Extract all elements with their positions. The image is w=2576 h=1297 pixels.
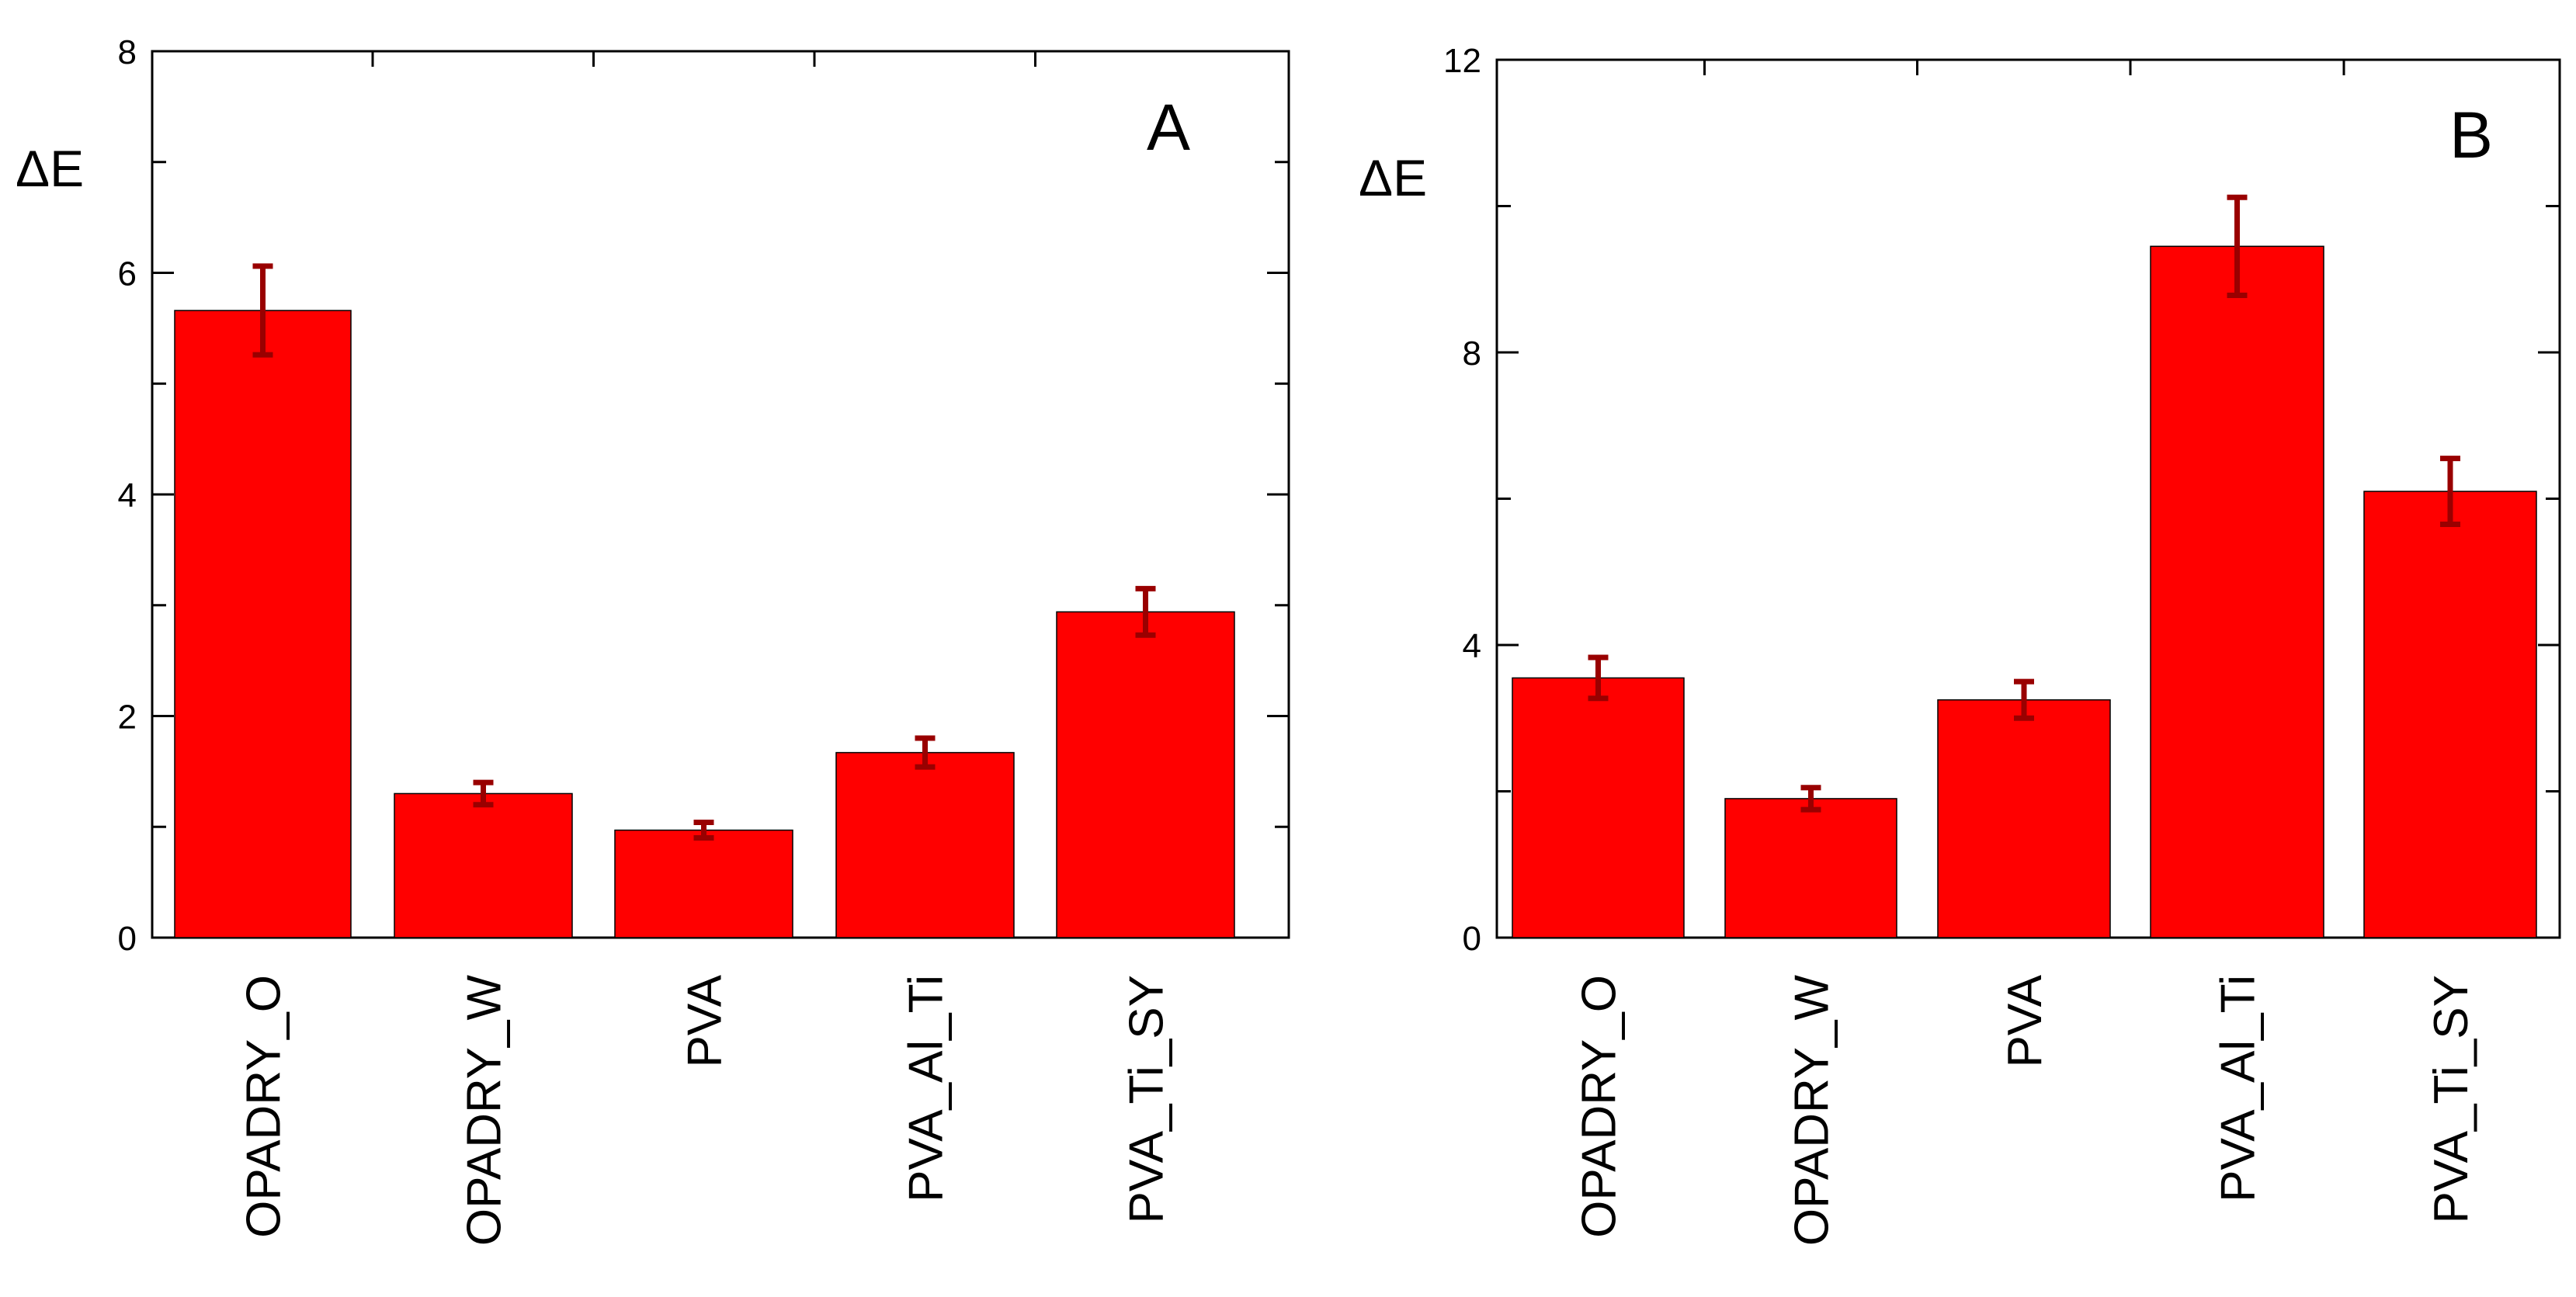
panel-b-y-tick-label: 8	[1463, 335, 1481, 373]
panel-a-y-tick-label: 8	[118, 33, 137, 71]
panel-a-bar-opadry-o	[174, 310, 352, 938]
panel-b-bar-pva-ti-sy	[2363, 491, 2537, 938]
panel-a-category-label: OPADRY_O	[238, 975, 291, 1238]
panel-b-category-label: PVA_Ti_SY	[2425, 975, 2478, 1223]
panel-a-bar-pva-al-ti	[835, 751, 1015, 938]
panel-b-y-tick-label: 12	[1443, 42, 1481, 80]
panel-a-bar-opadry-w	[394, 792, 573, 938]
panel-b-bar-pva-al-ti	[2150, 245, 2324, 938]
panel-a-bar-pva-ti-sy	[1056, 611, 1235, 938]
panel-a-y-tick-label: 2	[118, 699, 137, 737]
panel-b-bar-opadry-o	[1512, 677, 1685, 938]
panel-b-label: B	[2449, 99, 2493, 172]
panel-b-y-tick-label: 0	[1463, 920, 1481, 958]
panel-a-category-label: PVA_Al_Ti	[900, 975, 953, 1202]
panel-b-bar-pva	[1937, 699, 2111, 938]
panel-a-y-tick-label: 0	[118, 920, 137, 958]
panel-b-category-label: PVA	[1998, 974, 2052, 1067]
panel-a-bar-pva	[614, 829, 793, 938]
panel-a-category-label: PVA	[679, 974, 732, 1067]
panel-a: ΔE A 0 2 4 6 8 OPADRY_O OPADRY_W PVA PVA_Al_Ti PV…	[16, 33, 1290, 1247]
panel-a-y-axis-label: ΔE	[16, 140, 84, 197]
panel-a-y-tick-label: 4	[118, 477, 137, 515]
panel-a-category-label: PVA_Ti_SY	[1120, 975, 1174, 1223]
panel-b: ΔE B 0 4 8 12 OPADRY_O OPADRY_W PVA PVA_Al_Ti PV…	[1359, 42, 2561, 1247]
panel-b-category-label: OPADRY_W	[1786, 975, 1839, 1247]
panel-b-category-label: OPADRY_O	[1573, 975, 1626, 1238]
panel-a-y-tick-label: 6	[118, 255, 137, 293]
panel-b-bar-opadry-w	[1724, 798, 1897, 938]
panel-b-y-axis-label: ΔE	[1359, 149, 1427, 206]
panel-b-y-tick-label: 4	[1463, 627, 1481, 665]
panel-a-category-label: OPADRY_W	[458, 975, 512, 1247]
panel-b-category-label: PVA_Al_Ti	[2212, 975, 2265, 1202]
panel-a-label: A	[1147, 91, 1190, 164]
